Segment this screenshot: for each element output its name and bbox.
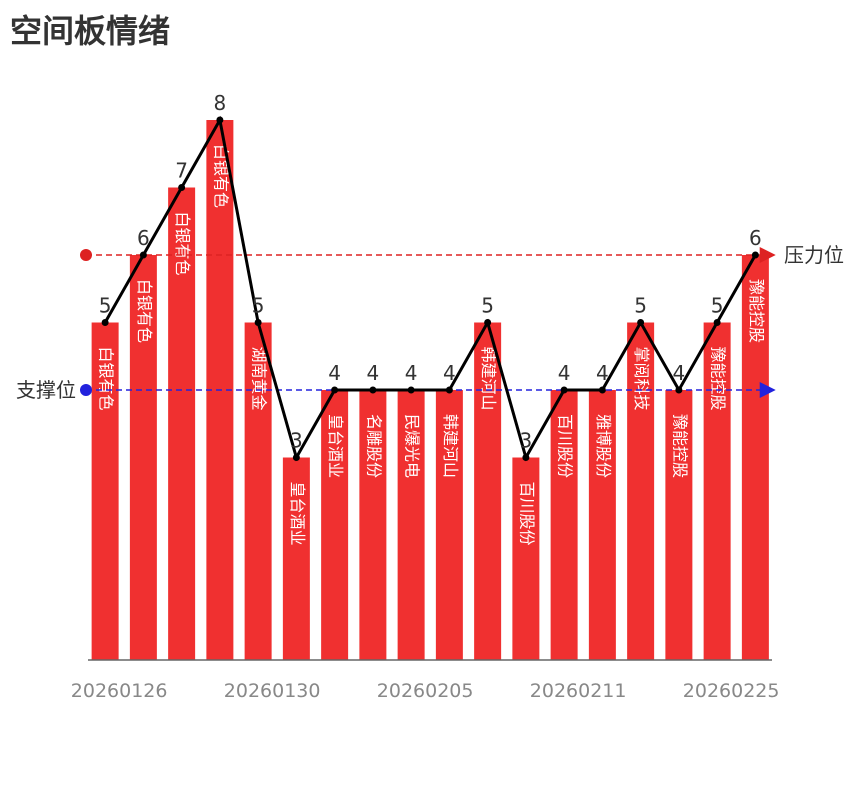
data-label: 3 (290, 429, 303, 453)
bar-stock-label: 百川股份 (556, 414, 575, 478)
trend-point (216, 116, 224, 124)
bar-stock-label: 皇台酒业 (326, 414, 345, 478)
bar (282, 457, 310, 660)
bar-stock-label: 白银有色 (97, 346, 116, 410)
trend-point (675, 386, 683, 394)
trend-line (103, 115, 757, 462)
data-label: 5 (481, 294, 494, 318)
trend-point (560, 386, 568, 394)
reference-line-label: 压力位 (784, 243, 844, 267)
bar (512, 457, 540, 660)
bar (588, 390, 616, 660)
trend-point (178, 184, 186, 191)
x-tick-label: 20260225 (683, 680, 780, 702)
bar-stock-label: 豫能控股 (670, 414, 689, 478)
x-tick-label: 20260130 (224, 680, 321, 702)
trend-point (369, 386, 377, 394)
trend-point (751, 251, 759, 259)
bar-stock-label: 白银有色 (173, 211, 192, 275)
bar-stock-label: 掌阅科技 (632, 346, 651, 410)
bar (91, 322, 119, 660)
trend-point (407, 386, 415, 394)
data-label: 5 (99, 294, 112, 318)
data-label: 4 (405, 361, 418, 385)
data-label: 4 (558, 361, 571, 385)
bar (665, 390, 693, 660)
bar (321, 390, 349, 660)
data-label: 3 (520, 429, 533, 453)
bar-stock-label: 韩建河山 (441, 414, 460, 478)
bar-stock-label: 豫能控股 (709, 346, 728, 410)
data-label: 4 (328, 361, 341, 385)
bar-stock-label: 皇台酒业 (288, 481, 307, 545)
bar-stock-label: 百川股份 (517, 481, 536, 545)
data-label: 7 (175, 159, 188, 183)
bar-stock-label: 白银有色 (211, 144, 230, 208)
data-label: 6 (749, 226, 762, 250)
bar-stock-label: 豫能控股 (747, 279, 766, 343)
bar (474, 322, 502, 660)
bar-stock-label: 民爆光电 (403, 414, 422, 478)
trend-point (331, 386, 339, 394)
bar-stock-label: 名雕股份 (364, 414, 383, 478)
data-label: 6 (137, 226, 150, 250)
data-label: 4 (596, 361, 609, 385)
chart-title: 空间板情绪 (10, 12, 171, 50)
data-label: 4 (367, 361, 380, 385)
trend-point (522, 454, 530, 461)
bar (550, 390, 578, 660)
bar (129, 255, 157, 660)
bar (244, 322, 272, 660)
bar (359, 390, 387, 660)
reference-line-label: 支撑位 (16, 378, 76, 402)
bar (703, 322, 731, 660)
bar (741, 255, 769, 660)
reference-line-dot (80, 249, 92, 261)
bar-stock-label: 湖南黄金 (250, 346, 269, 410)
data-label: 5 (634, 294, 647, 318)
trend-point (292, 454, 300, 461)
x-tick-label: 20260211 (530, 680, 627, 702)
data-label: 4 (673, 361, 686, 385)
trend-point (139, 251, 147, 259)
bar-stock-label: 韩建河山 (479, 346, 498, 410)
data-label: 8 (214, 91, 227, 115)
bar (627, 322, 655, 660)
data-label: 4 (443, 361, 456, 385)
bar (397, 390, 425, 660)
data-label: 5 (252, 294, 265, 318)
data-label: 5 (711, 294, 724, 318)
bar-stock-label: 白银有色 (135, 279, 154, 343)
bar-stock-label: 雅博股份 (594, 414, 613, 478)
trend-point (101, 319, 109, 326)
trend-point (713, 319, 721, 326)
reference-line-dot (80, 384, 92, 396)
trend-point (598, 386, 606, 394)
x-tick-label: 20260205 (377, 680, 474, 702)
bar (168, 187, 196, 660)
trend-point (637, 319, 645, 326)
bar (435, 390, 463, 660)
x-tick-label: 20260126 (71, 680, 168, 702)
trend-point (254, 319, 262, 326)
trend-point (484, 319, 492, 326)
trend-point (445, 386, 453, 394)
